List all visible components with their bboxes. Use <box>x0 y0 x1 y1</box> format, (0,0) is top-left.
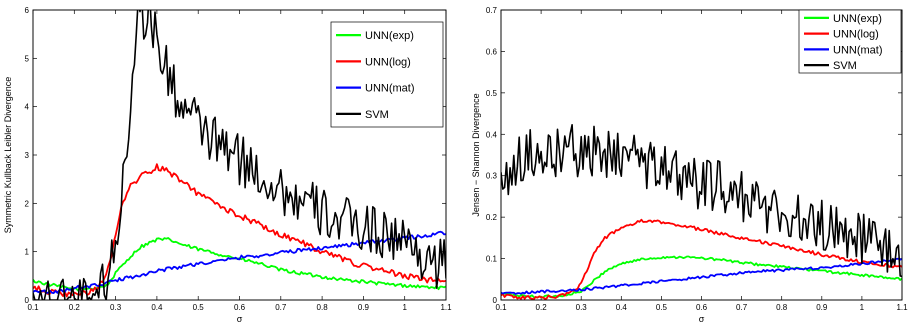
legend-entry: UNN(log) <box>833 29 879 41</box>
y-tick-label: 5 <box>25 54 30 63</box>
x-tick-label: 0.5 <box>193 303 205 312</box>
legend-entry: SVM <box>365 109 389 121</box>
legend-box <box>330 21 444 128</box>
x-tick-label: 0.4 <box>616 303 628 312</box>
kl-divergence-chart: 0.1 0.2 0.3 0.4 0.5 0.6 0.7 0.8 0.9 1 1.1 0 1 2 3 4 5 6 σ S… <box>3 6 452 324</box>
x-tick-label: 0.8 <box>317 303 329 312</box>
series-line-unn-log- <box>501 218 902 300</box>
y-tick-label: 0 <box>493 296 498 305</box>
legend-box <box>798 9 902 74</box>
x-tick-label: 0.1 <box>27 303 39 312</box>
legend-entry: UNN(mat) <box>365 83 415 95</box>
x-tick-label: 0.5 <box>656 303 668 312</box>
x-tick-label: 1.1 <box>440 303 452 312</box>
x-tick-label: 0.7 <box>736 303 748 312</box>
y-tick-label: 0.4 <box>486 130 498 139</box>
x-tick-label: 0.3 <box>110 303 122 312</box>
x-tick-label: 1.1 <box>896 303 908 312</box>
legend-entry: UNN(log) <box>365 56 411 68</box>
legend: UNN(exp) UNN(log) UNN(mat) SVM <box>330 21 444 128</box>
plot-frame-top <box>32 9 447 301</box>
x-tick-label: 0.1 <box>495 303 507 312</box>
legend-entry: SVM <box>833 60 857 72</box>
series-line-unn-mat- <box>501 257 902 295</box>
x-tick-label: 0.4 <box>151 303 163 312</box>
x-tick-label: 0.2 <box>69 303 81 312</box>
x-tick-label: 0.2 <box>536 303 548 312</box>
y-tick-label: 0.6 <box>486 47 498 56</box>
y-axis-label: Jensen − Shannon Divergence <box>471 93 481 216</box>
x-tick-label: 0.7 <box>275 303 287 312</box>
y-tick-label: 0.7 <box>486 6 498 15</box>
series-line-unn-exp- <box>501 255 902 299</box>
y-tick-label: 0.1 <box>486 255 498 264</box>
js-divergence-chart: 0.1 0.2 0.3 0.4 0.5 0.6 0.7 0.8 0.9 1 1.100.10.20.… <box>471 6 908 324</box>
x-tick-label: 0.6 <box>696 303 708 312</box>
y-tick-label: 3 <box>25 151 30 160</box>
series-line-unn-mat- <box>33 230 446 295</box>
legend-entry: UNN(exp) <box>833 13 882 25</box>
x-axis-label: σ <box>237 314 243 324</box>
y-tick-label: 2 <box>25 199 30 208</box>
y-tick-label: 0.2 <box>486 213 498 222</box>
x-tick-label: 0.3 <box>576 303 588 312</box>
y-tick-label: 4 <box>25 103 30 112</box>
legend-entry: UNN(mat) <box>833 44 883 56</box>
series-line-svm <box>501 124 902 278</box>
y-tick-label: 0.5 <box>486 89 498 98</box>
y-tick-label: 6 <box>25 6 30 15</box>
legend: UNN(exp) UNN(log) UNN(mat) SVM <box>798 9 902 74</box>
series-line-unn-log- <box>33 163 446 298</box>
y-tick-label: 0 <box>25 296 30 305</box>
y-tick-label: 1 <box>25 248 30 257</box>
y-axis-label: Symmetric Kullback Leibler Divergence <box>3 77 13 234</box>
legend-entry: UNN(exp) <box>365 30 414 42</box>
plot-frame-top <box>500 9 903 301</box>
x-tick-label: 0.6 <box>234 303 246 312</box>
x-tick-label: 0.9 <box>358 303 370 312</box>
x-tick-label: 1 <box>402 303 407 312</box>
x-axis-label: σ <box>699 314 705 324</box>
y-tick-label: 0.3 <box>486 172 498 181</box>
x-tick-label: 1 <box>860 303 865 312</box>
x-tick-label: 0.9 <box>816 303 828 312</box>
x-tick-label: 0.8 <box>776 303 788 312</box>
series-line-svm <box>33 10 446 300</box>
